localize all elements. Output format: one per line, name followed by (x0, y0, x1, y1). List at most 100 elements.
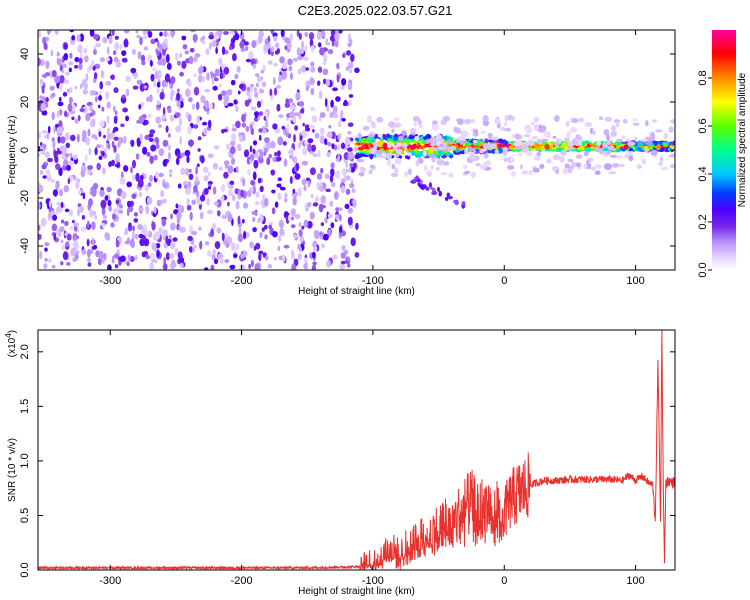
noise-cell (159, 31, 163, 37)
noise-cell (203, 267, 209, 270)
noise-cell (227, 102, 234, 107)
halo-cell (616, 155, 623, 159)
noise-cell (64, 71, 71, 76)
noise-cell (332, 105, 338, 114)
noise-cell (237, 233, 244, 243)
signal-cell (380, 148, 385, 152)
noise-cell (223, 171, 229, 179)
noise-cell (308, 32, 315, 41)
halo-cell (565, 120, 570, 127)
noise-cell (222, 240, 229, 245)
noise-cell (281, 61, 288, 70)
signal-cell (377, 142, 384, 148)
noise-cell (82, 89, 89, 95)
noise-cell (57, 231, 62, 238)
halo-cell (517, 152, 523, 156)
noise-cell (192, 244, 197, 249)
halo-cell (650, 132, 655, 139)
halo-cell (386, 159, 391, 167)
noise-cell (48, 258, 52, 263)
halo-cell (608, 171, 617, 175)
noise-cell (132, 159, 136, 169)
noise-cell (329, 200, 334, 207)
halo-cell (559, 156, 565, 163)
noise-cell (101, 151, 105, 157)
noise-cell (264, 197, 269, 207)
noise-cell (176, 60, 181, 66)
snr-y-tick-label: 1.5 (19, 399, 31, 414)
noise-cell (113, 87, 119, 94)
noise-cell (55, 163, 61, 171)
noise-cell (216, 227, 222, 234)
noise-cell (230, 242, 236, 250)
noise-cell (125, 115, 130, 122)
halo-cell (604, 150, 612, 155)
noise-cell (197, 148, 201, 152)
noise-cell (211, 40, 217, 47)
noise-cell (327, 141, 332, 147)
signal-cell (419, 145, 425, 150)
halo-cell (513, 142, 519, 147)
noise-cell (137, 179, 144, 188)
noise-cell (38, 233, 42, 240)
halo-cell (575, 154, 583, 160)
noise-cell (157, 69, 162, 79)
noise-cell (310, 106, 316, 112)
noise-cell (121, 57, 128, 63)
noise-cell (206, 72, 210, 81)
noise-cell (289, 72, 293, 80)
noise-cell (78, 57, 83, 65)
noise-cell (307, 143, 312, 153)
halo-cell (494, 118, 501, 125)
signal-cell (412, 143, 417, 149)
signal-cell (637, 147, 642, 151)
noise-cell (255, 242, 261, 250)
noise-cell (226, 89, 233, 96)
signal-cell (614, 141, 622, 146)
noise-cell (297, 243, 302, 251)
tail-cell (428, 182, 432, 188)
noise-cell (348, 151, 354, 160)
noise-cell (150, 38, 156, 45)
noise-cell (161, 79, 166, 88)
noise-cell (284, 45, 288, 51)
noise-cell (105, 57, 111, 62)
noise-cell (44, 151, 50, 158)
noise-cell (103, 147, 107, 154)
signal-cell (382, 133, 386, 139)
noise-cell (158, 43, 163, 53)
noise-cell (210, 228, 215, 237)
halo-cell (386, 152, 390, 157)
noise-cell (179, 71, 184, 77)
noise-cell (170, 213, 173, 220)
noise-cell (231, 133, 236, 142)
halo-cell (611, 125, 616, 132)
noise-cell (93, 182, 99, 190)
noise-cell (229, 264, 236, 270)
noise-cell (162, 263, 168, 270)
noise-cell (332, 87, 338, 92)
noise-cell (114, 253, 119, 259)
noise-cell (39, 95, 44, 100)
noise-cell (74, 242, 79, 251)
noise-cell (153, 206, 157, 214)
noise-cell (299, 48, 304, 55)
noise-cell (189, 224, 193, 233)
noise-cell (118, 136, 124, 144)
noise-cell (98, 155, 103, 160)
noise-cell (252, 171, 257, 181)
noise-cell (68, 67, 72, 73)
tail-cell (419, 184, 426, 190)
halo-cell (562, 168, 568, 175)
signal-cell (578, 145, 585, 151)
noise-cell (114, 42, 120, 51)
noise-cell (64, 153, 70, 158)
noise-cell (324, 138, 328, 146)
heatmap-y-tick-label: -20 (19, 190, 31, 206)
noise-cell (296, 30, 300, 37)
noise-cell (53, 150, 58, 160)
noise-cell (132, 174, 137, 181)
noise-cell (196, 115, 200, 125)
